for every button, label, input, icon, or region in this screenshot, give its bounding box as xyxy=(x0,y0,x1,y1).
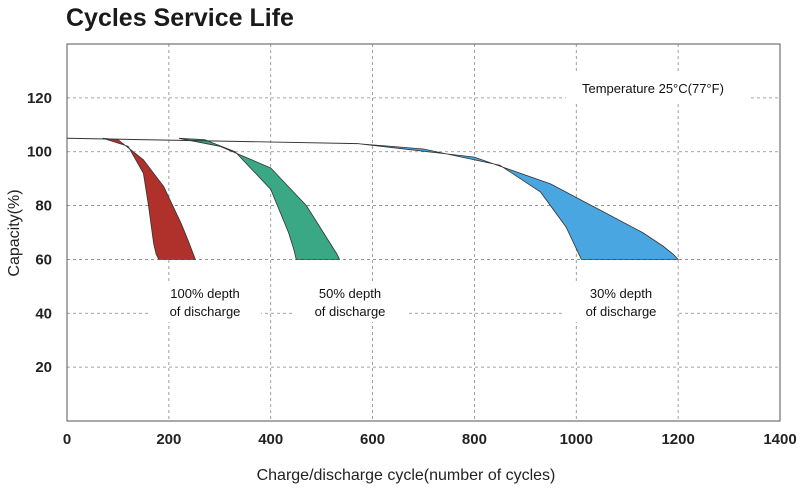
x-tick-label: 200 xyxy=(156,431,181,448)
band-label-1-line-2: of discharge xyxy=(170,304,241,319)
initial-capacity-line xyxy=(66,137,358,145)
x-tick-label: 1400 xyxy=(763,431,796,448)
y-tick-label: 20 xyxy=(35,359,52,376)
band-label-1-line-1: 100% depth xyxy=(170,286,239,301)
band-label-background xyxy=(294,284,406,322)
x-tick-label: 1000 xyxy=(560,431,593,448)
y-axis-label: Capacity(%) xyxy=(6,189,23,276)
x-tick-label: 400 xyxy=(258,431,283,448)
chart-title: Cycles Service Life xyxy=(66,4,294,32)
temperature-note: Temperature 25°C(77°F) xyxy=(582,81,724,96)
plot-area: 100% depth of discharge 50% depth of discha… xyxy=(27,43,797,448)
x-tick-label: 0 xyxy=(63,431,71,448)
discharge-band-2 xyxy=(178,137,341,260)
discharge-band-1 xyxy=(102,137,196,260)
band-label-2-line-1: 50% depth xyxy=(319,286,381,301)
plot-frame xyxy=(66,43,781,422)
discharge-band-3 xyxy=(357,143,680,260)
x-tick-label: 600 xyxy=(360,431,385,448)
y-tick-label: 60 xyxy=(35,251,52,268)
x-tick-label: 800 xyxy=(462,431,487,448)
band-label-3-line-1: 30% depth xyxy=(590,286,652,301)
temperature-note-background xyxy=(566,74,750,102)
band-label-background xyxy=(565,284,677,322)
band-label-background xyxy=(149,284,261,322)
x-tick-label: 1200 xyxy=(661,431,694,448)
x-axis-label: Charge/discharge cycle(number of cycles) xyxy=(257,467,556,484)
y-tick-label: 100 xyxy=(27,144,52,161)
band-label-2-line-2: of discharge xyxy=(315,304,386,319)
band-label-3-line-2: of discharge xyxy=(586,304,657,319)
y-tick-label: 120 xyxy=(27,90,52,107)
y-tick-label: 40 xyxy=(35,305,52,322)
y-tick-label: 80 xyxy=(35,198,52,215)
